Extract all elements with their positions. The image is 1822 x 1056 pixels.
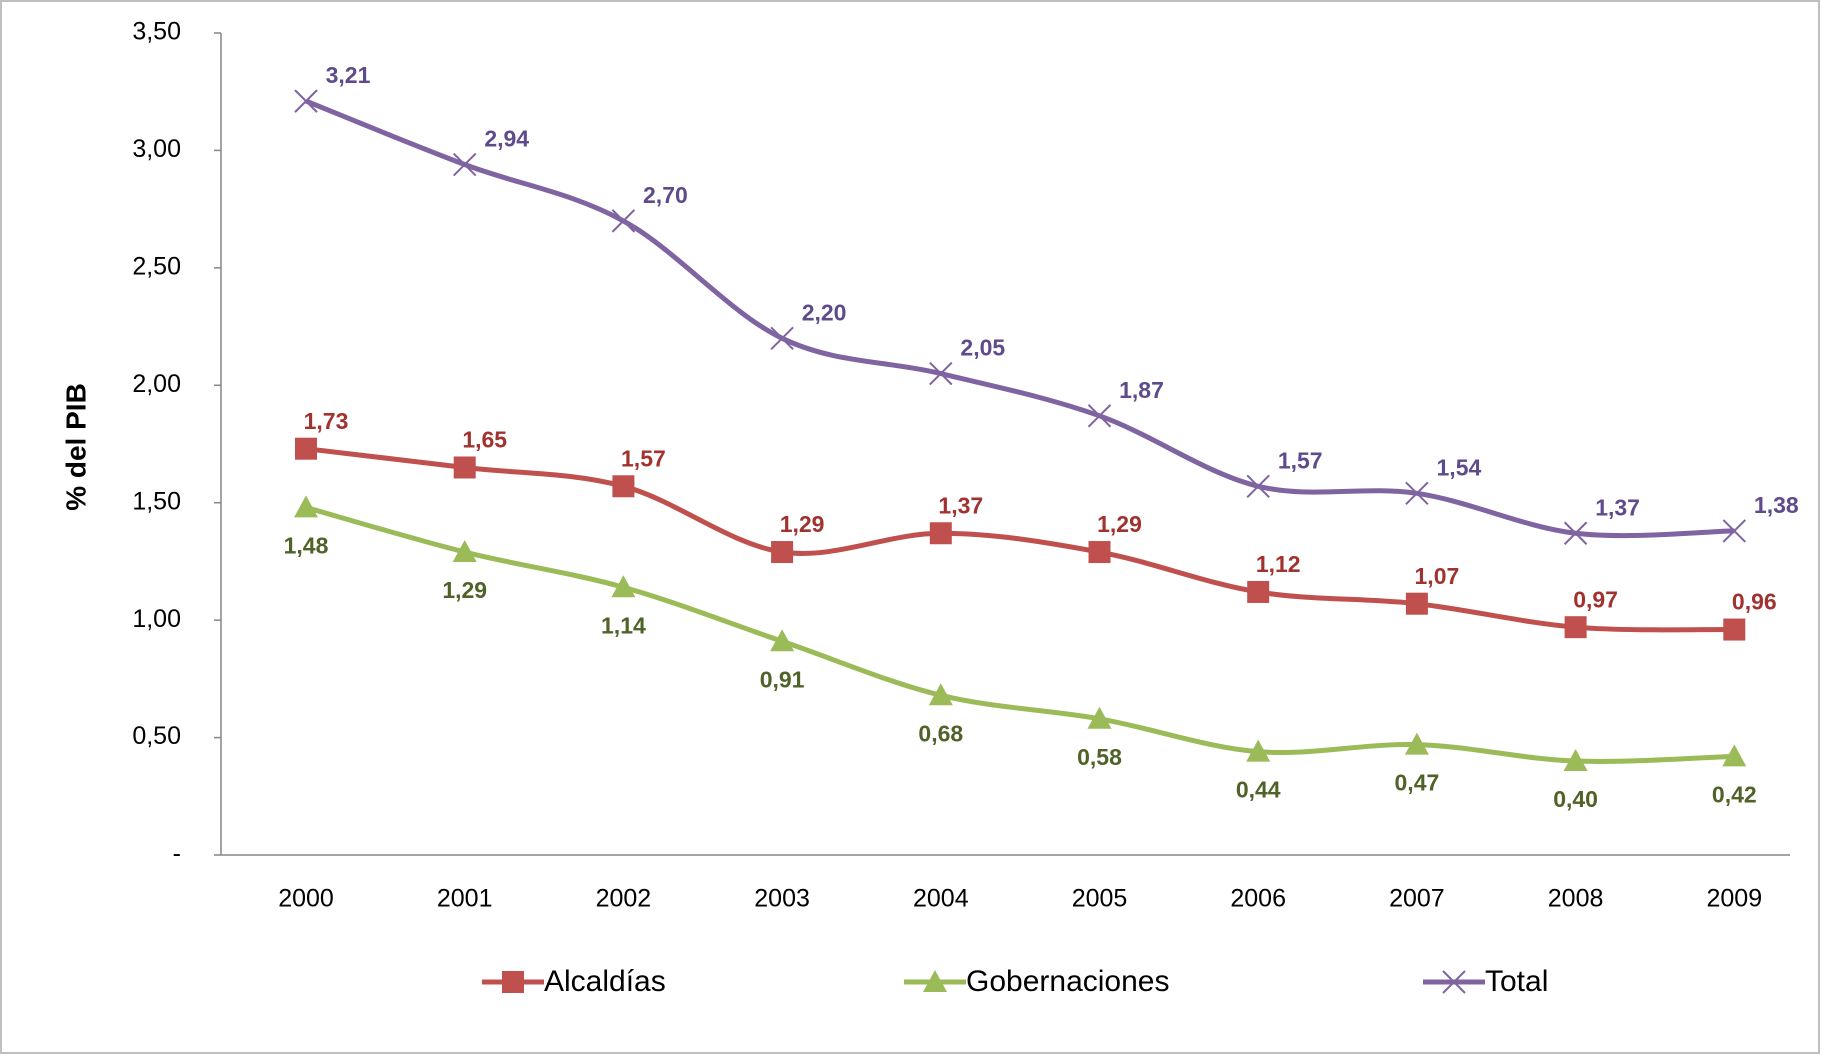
marker [770, 629, 795, 652]
y-tick-label: 2,00 [132, 370, 181, 398]
marker [1405, 592, 1428, 615]
data-label: 0,96 [1732, 589, 1777, 615]
marker [295, 437, 317, 460]
marker [612, 475, 635, 498]
data-label: 1,37 [1595, 494, 1640, 520]
x-tick-label: 2008 [1548, 885, 1604, 913]
marker [502, 971, 524, 993]
data-label: 0,40 [1553, 786, 1598, 812]
legend-label: Alcaldías [544, 965, 666, 998]
data-label: 2,70 [643, 182, 688, 208]
marker [1404, 732, 1429, 755]
marker [929, 522, 952, 545]
marker [294, 495, 318, 518]
marker [1087, 706, 1112, 729]
data-label: 1,29 [780, 511, 825, 537]
marker [611, 209, 636, 233]
marker [929, 361, 953, 386]
marker [1088, 541, 1111, 564]
marker [1722, 519, 1747, 543]
data-label: 1,54 [1437, 454, 1482, 480]
y-axis-title: % del PIB [60, 383, 91, 511]
marker [1722, 744, 1747, 767]
marker [1563, 749, 1588, 772]
x-tick-label: 2002 [596, 885, 652, 913]
marker [452, 540, 477, 563]
marker [611, 575, 636, 598]
marker [294, 89, 318, 113]
marker [452, 152, 477, 177]
series-line [305, 98, 1735, 539]
series-line [305, 505, 1735, 764]
data-label: 1,57 [621, 445, 666, 471]
data-label: 2,94 [484, 126, 529, 152]
marker [1564, 616, 1587, 639]
data-label: 2,20 [802, 299, 847, 325]
x-tick-label: 2004 [913, 885, 969, 913]
x-tick-label: 2003 [754, 885, 810, 913]
data-label: 1,37 [938, 492, 983, 518]
marker [1247, 580, 1270, 603]
y-tick-label: 3,50 [132, 18, 181, 46]
data-label: 1,38 [1754, 492, 1799, 518]
marker [1405, 481, 1429, 506]
y-tick-label: 1,00 [132, 605, 181, 633]
y-tick-label: 2,50 [132, 252, 181, 280]
data-label: 0,47 [1395, 770, 1440, 796]
marker [1246, 739, 1271, 762]
legend-label: Total [1485, 965, 1548, 998]
data-label: 1,73 [304, 408, 349, 434]
marker [1442, 970, 1466, 994]
marker [771, 541, 794, 564]
data-label: 0,58 [1077, 744, 1122, 770]
x-tick-label: 2009 [1706, 885, 1762, 913]
data-label: 0,42 [1712, 781, 1757, 807]
y-tick-label: 1,50 [132, 487, 181, 515]
data-label: 0,97 [1573, 586, 1618, 612]
data-label: 1,12 [1256, 551, 1301, 577]
data-label: 1,87 [1119, 377, 1164, 403]
data-label: 1,48 [284, 532, 329, 558]
data-label: 2,05 [960, 335, 1005, 361]
x-tick-label: 2001 [437, 885, 493, 913]
marker [1723, 618, 1746, 641]
marker [1246, 474, 1270, 498]
marker [1087, 404, 1112, 428]
data-label: 1,14 [601, 612, 646, 638]
marker [770, 326, 794, 351]
data-label: 1,65 [462, 427, 507, 453]
data-label: 0,68 [918, 720, 963, 746]
x-tick-label: 2005 [1072, 885, 1128, 913]
marker [923, 970, 947, 992]
x-tick-label: 2000 [278, 885, 334, 913]
series-line [305, 446, 1735, 633]
marker [1563, 521, 1588, 545]
marker [928, 683, 953, 706]
data-label: 0,44 [1236, 777, 1281, 803]
y-tick-label: 3,00 [132, 135, 181, 163]
data-label: 1,29 [1097, 511, 1142, 537]
data-label: 3,21 [326, 62, 371, 88]
x-tick-label: 2007 [1389, 885, 1445, 913]
y-tick-label: - [173, 840, 181, 868]
data-label: 0,91 [760, 666, 805, 692]
legend-label: Gobernaciones [966, 965, 1169, 998]
y-tick-label: 0,50 [132, 722, 181, 750]
data-label: 1,29 [442, 577, 487, 603]
data-label: 1,57 [1278, 447, 1323, 473]
x-tick-label: 2006 [1230, 885, 1286, 913]
data-label: 1,07 [1415, 563, 1460, 589]
marker [453, 456, 476, 479]
